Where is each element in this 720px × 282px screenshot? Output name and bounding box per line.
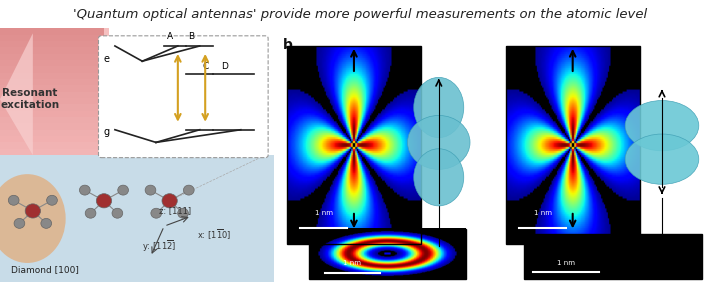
Bar (287, 46, 421, 244)
Bar (0, 79, 104, 85)
Text: 'Quantum optical antennas' provide more powerful measurements on the atomic leve: 'Quantum optical antennas' provide more … (73, 8, 647, 21)
Bar (0, 92, 104, 98)
Text: y: [11$\overline{2}$]: y: [11$\overline{2}$] (143, 239, 176, 254)
Bar (0, 175, 274, 180)
Bar (0, 206, 274, 211)
Ellipse shape (414, 149, 464, 206)
Bar (0, 277, 274, 282)
Polygon shape (0, 33, 33, 155)
Text: e: e (104, 54, 109, 64)
Bar (523, 234, 702, 279)
Bar (0, 190, 274, 196)
Circle shape (145, 185, 156, 195)
Bar (0, 47, 104, 54)
Bar (0, 85, 104, 92)
Text: 1 nm: 1 nm (343, 260, 361, 266)
Text: g: g (103, 127, 109, 137)
Bar (0, 170, 274, 175)
Circle shape (9, 195, 19, 205)
Bar (0, 165, 274, 170)
Text: 1 nm: 1 nm (534, 210, 552, 216)
Text: A: A (166, 32, 173, 41)
Bar (0, 28, 109, 155)
Bar (0, 160, 274, 165)
Circle shape (118, 185, 128, 195)
Ellipse shape (0, 174, 66, 263)
Circle shape (25, 204, 40, 218)
Bar (0, 231, 274, 236)
Bar (0, 185, 274, 191)
Bar (0, 226, 274, 231)
Text: b: b (282, 38, 292, 52)
FancyBboxPatch shape (99, 36, 268, 158)
Bar (0, 66, 104, 73)
Bar (0, 136, 104, 142)
Bar (0, 28, 104, 34)
Bar (0, 256, 274, 262)
Bar (0, 246, 274, 252)
Bar (0, 104, 104, 111)
Bar (0, 142, 104, 149)
Text: D: D (221, 62, 228, 71)
Bar (0, 41, 104, 47)
Bar (0, 111, 104, 117)
Bar (0, 251, 274, 257)
Text: C: C (202, 62, 208, 71)
Bar (0, 221, 274, 226)
Circle shape (178, 208, 189, 218)
Bar (0, 155, 274, 282)
Bar (0, 236, 274, 241)
Bar (0, 149, 104, 155)
Circle shape (41, 218, 52, 228)
Bar (0, 34, 104, 41)
Bar (0, 180, 274, 186)
Text: Resonant
excitation: Resonant excitation (1, 89, 60, 110)
Bar (0, 130, 104, 136)
Bar (310, 229, 466, 279)
Ellipse shape (414, 77, 464, 138)
Bar (0, 54, 104, 60)
Bar (505, 46, 639, 244)
Circle shape (151, 208, 161, 218)
Bar (0, 211, 274, 216)
Bar (0, 195, 274, 201)
Text: 1 nm: 1 nm (557, 259, 575, 266)
Circle shape (162, 194, 177, 208)
Bar (0, 60, 104, 66)
Circle shape (79, 185, 90, 195)
Text: B: B (189, 32, 194, 41)
Bar (0, 72, 104, 79)
Circle shape (85, 208, 96, 218)
Bar (0, 124, 104, 130)
Circle shape (47, 195, 58, 205)
Bar (0, 155, 274, 160)
Text: z: [111]: z: [111] (158, 206, 191, 215)
Ellipse shape (408, 115, 470, 169)
Bar (0, 241, 274, 246)
Bar (0, 201, 274, 206)
Bar (0, 272, 274, 277)
Ellipse shape (625, 100, 699, 151)
Circle shape (14, 218, 24, 228)
Circle shape (112, 208, 122, 218)
Ellipse shape (625, 134, 699, 184)
Bar (0, 216, 274, 221)
Circle shape (96, 194, 112, 208)
Text: Diamond [100]: Diamond [100] (11, 265, 78, 274)
Bar (0, 266, 274, 272)
Bar (0, 98, 104, 104)
Bar (0, 261, 274, 267)
Circle shape (184, 185, 194, 195)
Bar (0, 117, 104, 124)
Text: 1 nm: 1 nm (315, 210, 333, 216)
Text: x: [1$\overline{1}$0]: x: [1$\overline{1}$0] (197, 227, 231, 241)
